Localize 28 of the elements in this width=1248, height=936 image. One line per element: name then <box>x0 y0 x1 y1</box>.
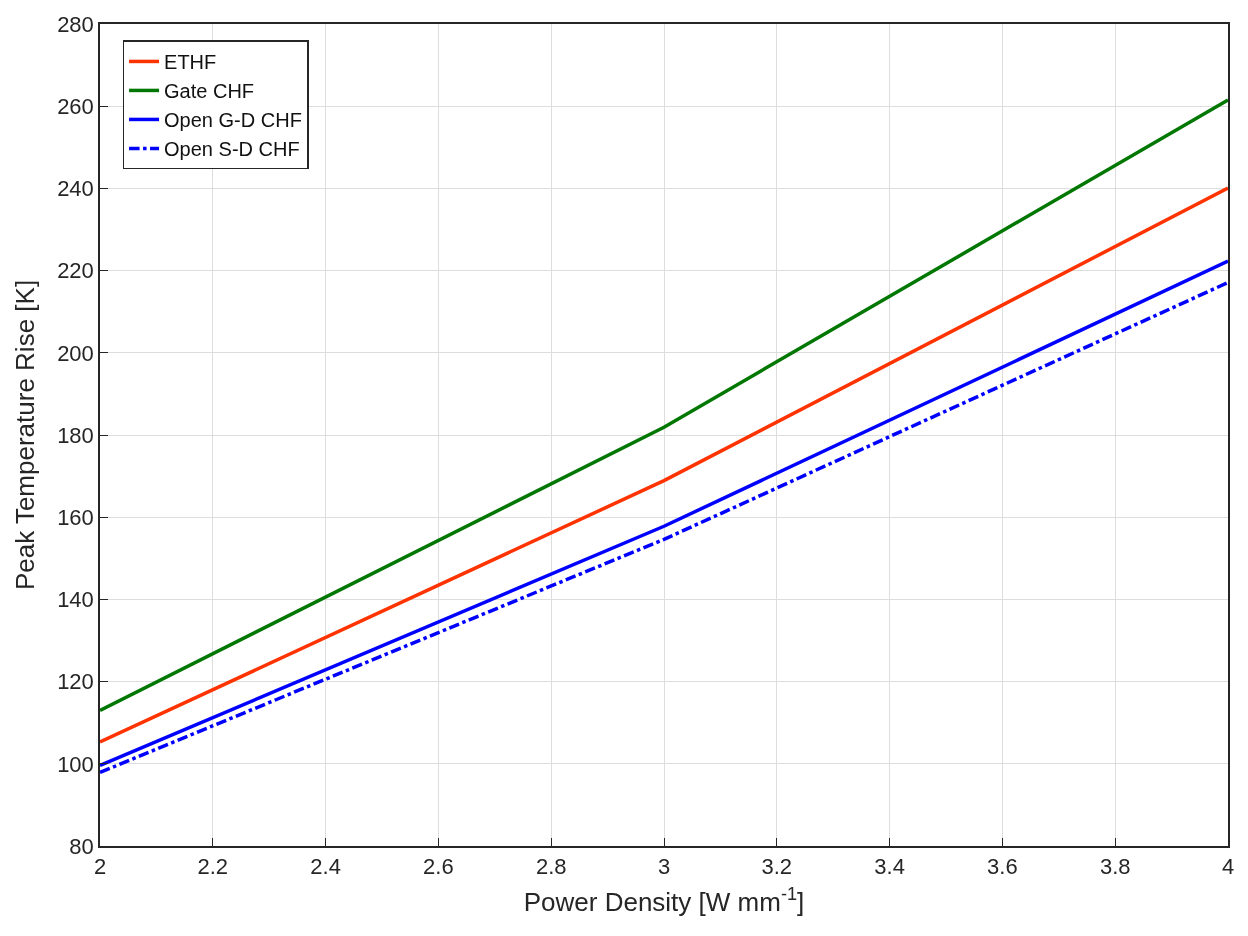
y-tick-label: 140 <box>57 587 94 613</box>
y-tick-label: 100 <box>57 751 94 777</box>
legend-label: Gate CHF <box>164 80 255 103</box>
y-tick-label: 160 <box>57 504 94 530</box>
y-tick-label: 260 <box>57 93 94 119</box>
x-tick-label: 3 <box>657 854 671 880</box>
legend-label: ETHF <box>164 51 217 74</box>
x-axis-title: Power Density [W mm$^{-1}$] <box>523 884 805 918</box>
y-tick-label: 220 <box>57 258 94 284</box>
x-tick-label: 2.8 <box>535 854 567 880</box>
y-tick-label: 80 <box>69 833 94 859</box>
x-tick-label: 3.4 <box>874 854 905 880</box>
y-tick-label: 120 <box>57 669 94 695</box>
legend-label: Open S-D CHF <box>164 138 300 161</box>
x-tick-label: 2 <box>93 854 107 880</box>
x-tick-label: 3.8 <box>1099 854 1131 880</box>
y-tick-label: 240 <box>57 176 94 202</box>
x-tick-label: 4 <box>1221 854 1235 880</box>
y-tick-label: 200 <box>57 340 94 366</box>
y-tick-label: 280 <box>57 11 94 37</box>
y-tick-label: 180 <box>57 422 94 448</box>
x-tick-label: 2.2 <box>197 854 229 880</box>
x-tick-label: 3.2 <box>761 854 793 880</box>
x-tick-label: 2.4 <box>310 854 341 880</box>
x-tick-label: 2.6 <box>423 854 454 880</box>
y-axis-title: Peak Temperature Rise [K] <box>10 279 41 591</box>
x-tick-label: 3.6 <box>987 854 1018 880</box>
legend-label: Open G-D CHF <box>164 109 302 132</box>
